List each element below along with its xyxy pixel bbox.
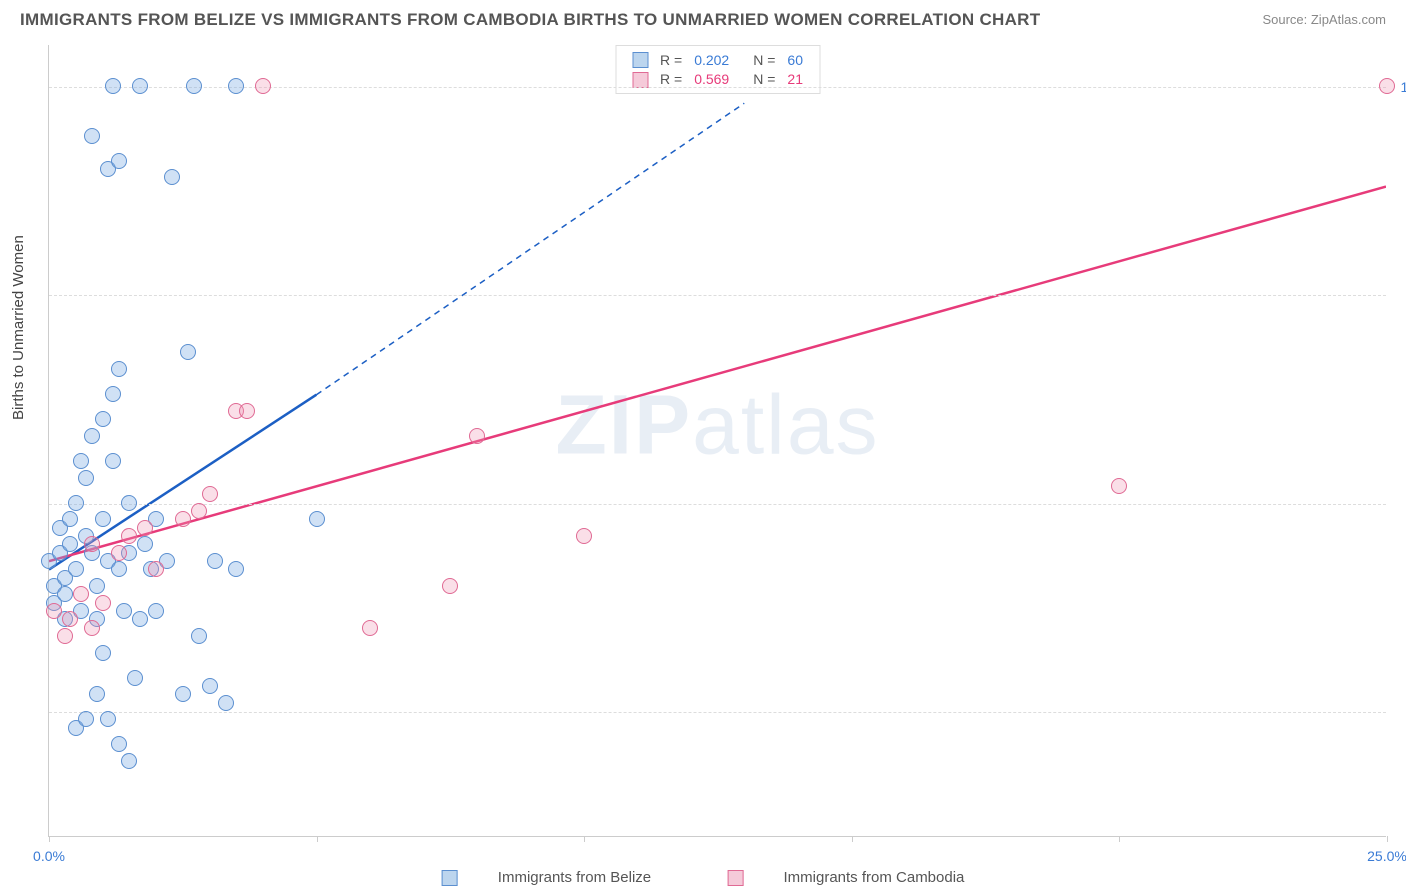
- scatter-point: [78, 470, 94, 486]
- scatter-point: [84, 536, 100, 552]
- scatter-point: [84, 428, 100, 444]
- gridline-h: [49, 295, 1386, 296]
- r-label: R =: [654, 50, 688, 69]
- scatter-point: [137, 536, 153, 552]
- chart-title: IMMIGRANTS FROM BELIZE VS IMMIGRANTS FRO…: [20, 10, 1040, 30]
- scatter-point: [148, 561, 164, 577]
- scatter-point: [207, 553, 223, 569]
- scatter-point: [100, 711, 116, 727]
- scatter-point: [164, 169, 180, 185]
- scatter-point: [576, 528, 592, 544]
- x-tick-label: 0.0%: [33, 848, 65, 864]
- legend-item-belize: Immigrants from Belize: [424, 869, 674, 886]
- scatter-point: [186, 78, 202, 94]
- scatter-point: [95, 645, 111, 661]
- scatter-point: [105, 386, 121, 402]
- scatter-point: [95, 411, 111, 427]
- x-tick: [1387, 836, 1388, 842]
- scatter-point: [137, 520, 153, 536]
- scatter-point: [95, 511, 111, 527]
- scatter-point: [175, 511, 191, 527]
- scatter-point: [148, 603, 164, 619]
- swatch-cambodia-icon: [727, 870, 743, 886]
- scatter-point: [180, 344, 196, 360]
- scatter-point: [255, 78, 271, 94]
- scatter-point: [89, 686, 105, 702]
- gridline-h: [49, 504, 1386, 505]
- scatter-point: [111, 545, 127, 561]
- regression-lines: [49, 45, 1386, 836]
- y-axis-label: Births to Unmarried Women: [10, 235, 27, 420]
- scatter-point: [1111, 478, 1127, 494]
- watermark: ZIPatlas: [555, 376, 879, 473]
- x-tick: [584, 836, 585, 842]
- legend-label-belize: Immigrants from Belize: [498, 869, 651, 886]
- n-label: N =: [747, 50, 781, 69]
- scatter-point: [469, 428, 485, 444]
- scatter-point: [68, 495, 84, 511]
- scatter-point: [105, 78, 121, 94]
- swatch-belize: [632, 52, 648, 68]
- scatter-point: [191, 503, 207, 519]
- scatter-point: [62, 611, 78, 627]
- r-value-belize: 0.202: [688, 50, 735, 69]
- scatter-point: [73, 453, 89, 469]
- scatter-point: [309, 511, 325, 527]
- scatter-point: [111, 561, 127, 577]
- scatter-point: [175, 686, 191, 702]
- scatter-point: [57, 586, 73, 602]
- watermark-thin: atlas: [692, 377, 879, 471]
- scatter-point: [132, 78, 148, 94]
- series-legend: Immigrants from Belize Immigrants from C…: [406, 869, 1001, 886]
- scatter-point: [228, 561, 244, 577]
- scatter-point: [202, 678, 218, 694]
- gridline-h: [49, 712, 1386, 713]
- scatter-point: [239, 403, 255, 419]
- scatter-point: [95, 595, 111, 611]
- plot-area: ZIPatlas R = 0.202 N = 60 R = 0.569 N = …: [48, 45, 1386, 837]
- swatch-belize-icon: [442, 870, 458, 886]
- scatter-point: [111, 361, 127, 377]
- source-label: Source: ZipAtlas.com: [1262, 12, 1386, 27]
- scatter-point: [121, 528, 137, 544]
- n-value-belize: 60: [781, 50, 809, 69]
- x-tick-label: 25.0%: [1367, 848, 1406, 864]
- gridline-h: [49, 87, 1386, 88]
- scatter-point: [1379, 78, 1395, 94]
- scatter-point: [73, 586, 89, 602]
- scatter-point: [362, 620, 378, 636]
- scatter-point: [111, 153, 127, 169]
- legend-item-cambodia: Immigrants from Cambodia: [709, 869, 982, 886]
- scatter-point: [46, 603, 62, 619]
- x-tick: [1119, 836, 1120, 842]
- scatter-point: [121, 495, 137, 511]
- scatter-point: [121, 753, 137, 769]
- scatter-point: [127, 670, 143, 686]
- scatter-point: [202, 486, 218, 502]
- scatter-point: [218, 695, 234, 711]
- scatter-point: [62, 536, 78, 552]
- x-tick: [317, 836, 318, 842]
- stats-row-belize: R = 0.202 N = 60: [626, 50, 809, 69]
- x-tick: [852, 836, 853, 842]
- scatter-point: [62, 511, 78, 527]
- swatch-cambodia: [632, 72, 648, 88]
- scatter-point: [111, 736, 127, 752]
- scatter-point: [132, 611, 148, 627]
- scatter-point: [84, 128, 100, 144]
- scatter-point: [228, 78, 244, 94]
- y-tick-label: 100.0%: [1401, 79, 1406, 95]
- watermark-bold: ZIP: [555, 377, 692, 471]
- scatter-point: [89, 578, 105, 594]
- scatter-point: [68, 561, 84, 577]
- scatter-point: [442, 578, 458, 594]
- scatter-point: [57, 628, 73, 644]
- legend-label-cambodia: Immigrants from Cambodia: [784, 869, 965, 886]
- scatter-point: [84, 620, 100, 636]
- scatter-point: [116, 603, 132, 619]
- scatter-point: [191, 628, 207, 644]
- scatter-point: [78, 711, 94, 727]
- scatter-point: [105, 453, 121, 469]
- x-tick: [49, 836, 50, 842]
